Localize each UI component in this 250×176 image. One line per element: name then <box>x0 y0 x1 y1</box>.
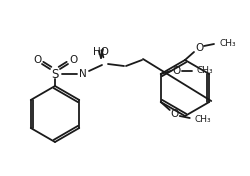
Text: HO: HO <box>93 47 109 57</box>
Text: O: O <box>33 55 41 65</box>
Text: CH₃: CH₃ <box>195 115 212 124</box>
Text: N: N <box>79 69 87 79</box>
Text: CH₃: CH₃ <box>219 39 236 48</box>
Text: S: S <box>51 68 59 80</box>
Text: O: O <box>69 55 77 65</box>
Text: O: O <box>171 109 179 119</box>
Text: O: O <box>173 66 181 76</box>
Text: O: O <box>195 43 203 53</box>
Text: CH₃: CH₃ <box>197 67 214 76</box>
